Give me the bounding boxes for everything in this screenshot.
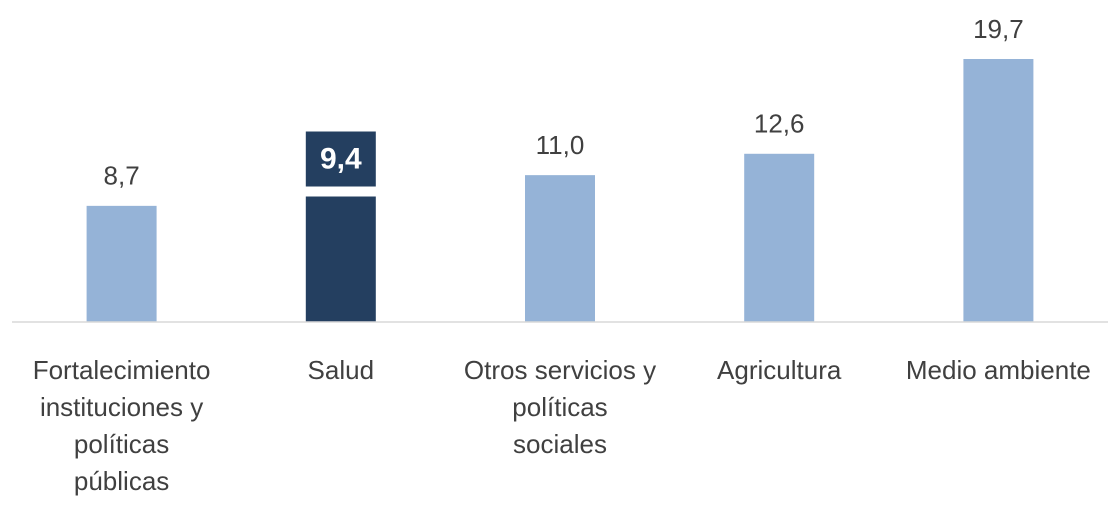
label-box [305, 131, 376, 187]
x-tick-label: Salud [307, 355, 375, 385]
value-label: 8,7 [104, 161, 140, 191]
bar [305, 196, 376, 322]
bar [963, 59, 1034, 322]
bar [86, 205, 157, 322]
x-tick-label: Medio ambiente [905, 355, 1091, 385]
value-label: 12,6 [754, 109, 805, 139]
x-tick-label: Fortalecimiento instituciones y política… [32, 355, 211, 496]
value-label: 11,0 [536, 130, 585, 160]
value-label: 9,4 [320, 142, 362, 175]
bar [744, 153, 815, 322]
bar [525, 175, 595, 322]
x-tick-label: Otros servicios y políticas sociales [463, 355, 657, 459]
x-tick-label: Agricultura [717, 355, 842, 385]
value-label: 19,7 [973, 14, 1024, 44]
